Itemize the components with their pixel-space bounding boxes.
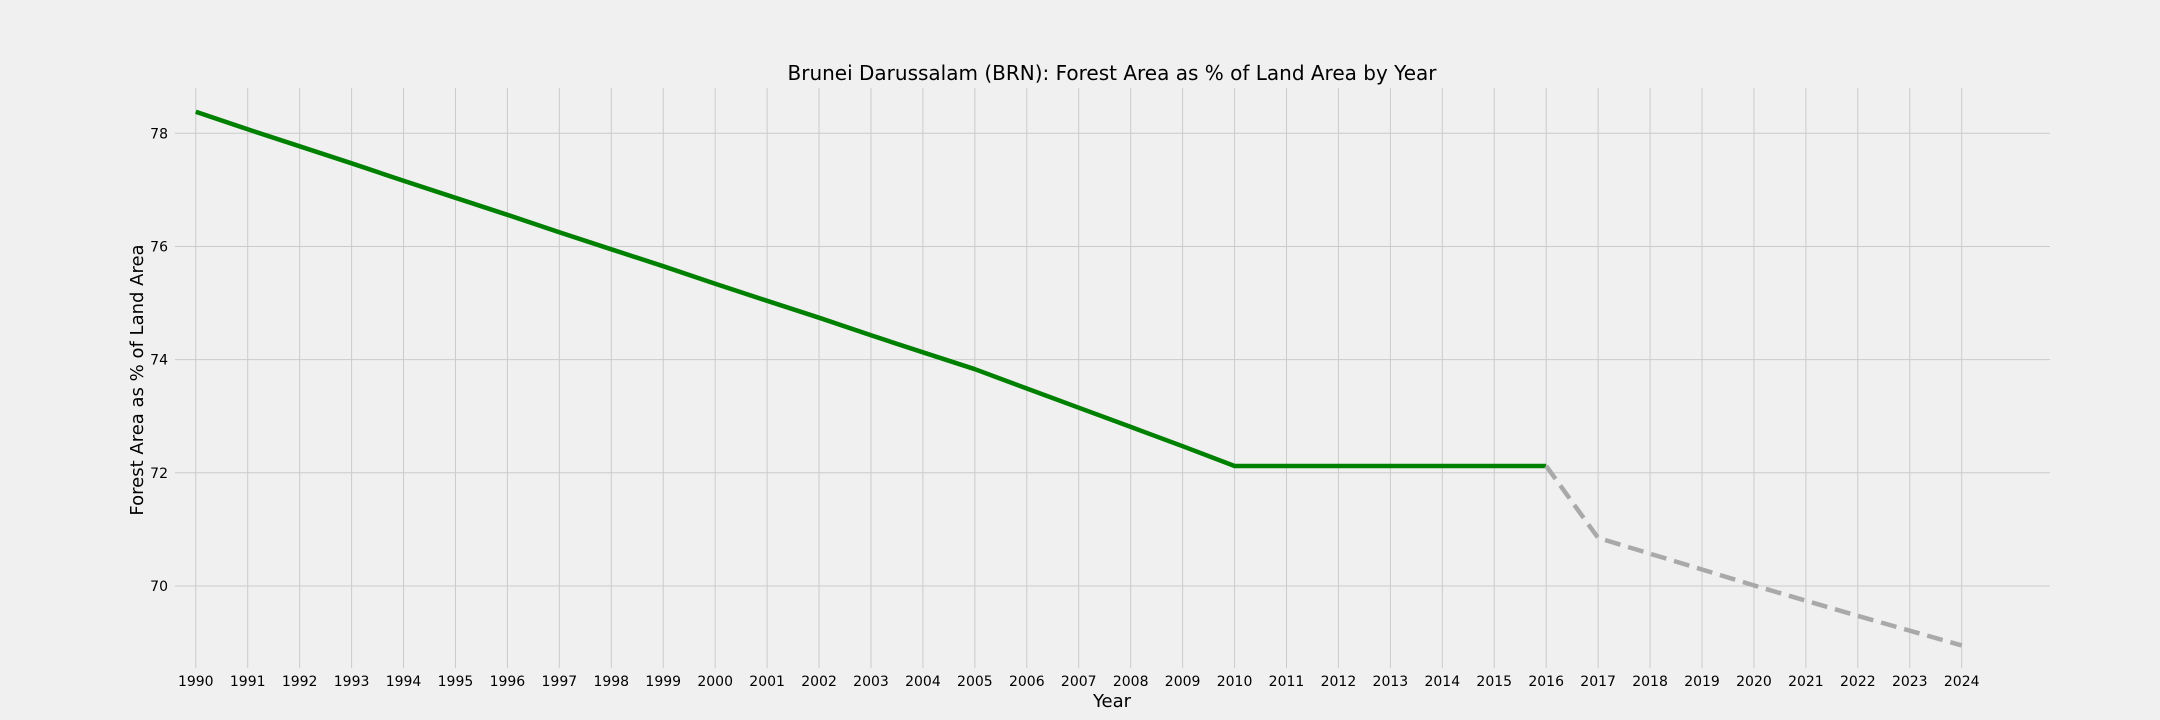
- y-tick-label: 78: [150, 126, 168, 142]
- x-tick-label: 2018: [1632, 674, 1668, 690]
- forest-area-series-line: [195, 109, 1547, 469]
- x-tick-label: 2020: [1736, 674, 1772, 690]
- y-tick-label: 70: [150, 579, 168, 595]
- x-tick-label: 1998: [593, 674, 629, 690]
- x-tick-label: 2004: [905, 674, 941, 690]
- y-tick-label: 76: [150, 239, 168, 255]
- x-tick-label: 1993: [334, 674, 370, 690]
- x-tick-label: 2005: [957, 674, 993, 690]
- x-tick-label: 2008: [1113, 674, 1149, 690]
- series-group: [195, 109, 1963, 648]
- x-tick-label: 2001: [749, 674, 785, 690]
- x-axis-label: Year: [1092, 691, 1132, 712]
- x-tick-label: 1995: [438, 674, 474, 690]
- x-tick-label: 2003: [853, 674, 889, 690]
- x-tick-label: 2022: [1840, 674, 1876, 690]
- y-axis-label: Forest Area as % of Land Area: [127, 244, 148, 515]
- x-tick-label: 2000: [697, 674, 733, 690]
- y-tick-label: 72: [150, 466, 168, 482]
- x-tick-label: 1999: [645, 674, 681, 690]
- x-tick-label: 1990: [178, 674, 214, 690]
- x-tick-label: 2021: [1788, 674, 1824, 690]
- x-tick-label: 1992: [282, 674, 318, 690]
- chart-title: Brunei Darussalam (BRN): Forest Area as …: [788, 61, 1438, 85]
- x-tick-label: 2015: [1476, 674, 1512, 690]
- grid: [175, 88, 2050, 668]
- projected-series-line: [1544, 464, 1963, 648]
- x-tick-label: 2023: [1892, 674, 1928, 690]
- x-tick-label: 2011: [1269, 674, 1305, 690]
- x-tick-label: 2019: [1684, 674, 1720, 690]
- tick-labels: 1990 1991 1992 1993 1994 1995 1996 1997 1998 1999…: [150, 126, 1979, 690]
- x-tick-label: 2013: [1373, 674, 1409, 690]
- y-tick-label: 74: [150, 353, 168, 369]
- x-tick-label: 2016: [1528, 674, 1564, 690]
- x-tick-label: 2002: [801, 674, 837, 690]
- x-tick-label: 2024: [1944, 674, 1980, 690]
- x-tick-label: 2017: [1580, 674, 1616, 690]
- x-tick-label: 2009: [1165, 674, 1201, 690]
- x-tick-label: 1997: [542, 674, 578, 690]
- x-tick-label: 2010: [1217, 674, 1253, 690]
- x-tick-label: 2006: [1009, 674, 1045, 690]
- x-tick-label: 1996: [490, 674, 526, 690]
- x-tick-label: 2014: [1424, 674, 1460, 690]
- x-tick-label: 2012: [1321, 674, 1357, 690]
- x-tick-label: 1994: [386, 674, 422, 690]
- x-tick-label: 1991: [230, 674, 266, 690]
- x-tick-label: 2007: [1061, 674, 1097, 690]
